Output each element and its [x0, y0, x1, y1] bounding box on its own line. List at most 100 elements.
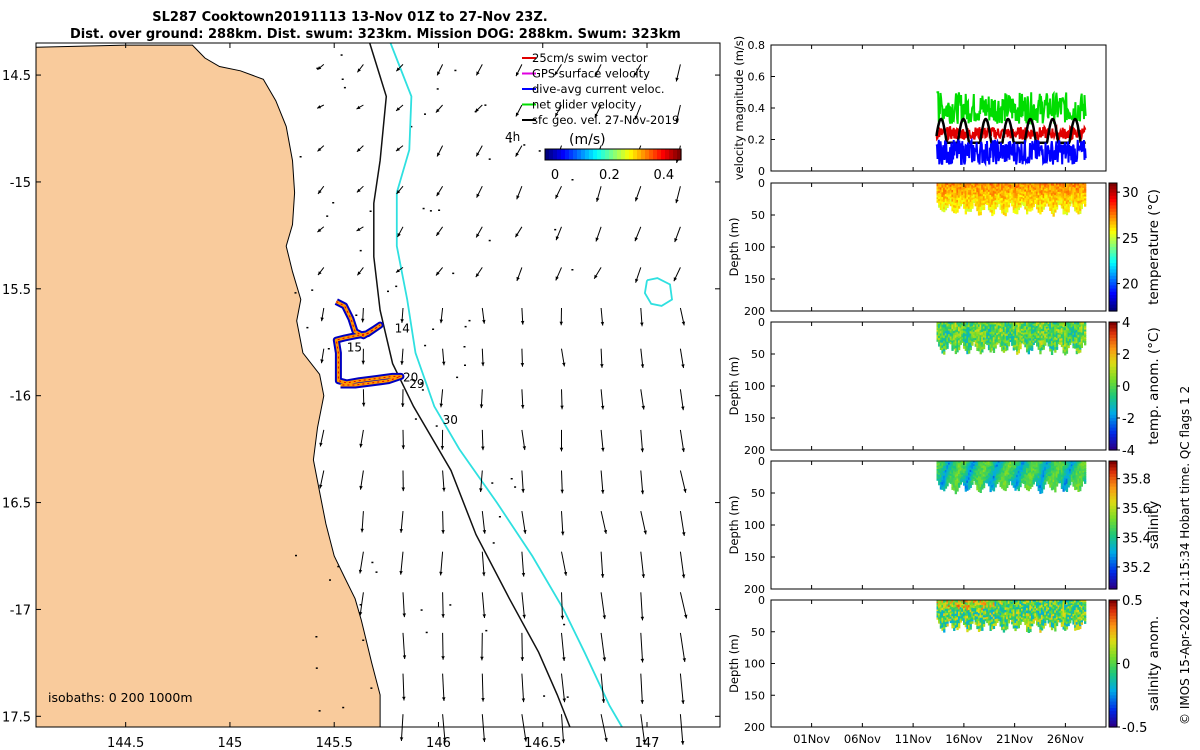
reef-dot [306, 326, 309, 329]
sfc-geo-vel-arrowhead [482, 572, 486, 577]
heatmap-cell [1004, 183, 1007, 187]
panel-colorbar-cell [1109, 370, 1117, 374]
heatmap-cell [1075, 484, 1078, 488]
heatmap-cell [1026, 605, 1029, 609]
heatmap-cell [961, 337, 964, 340]
heatmap-cell [943, 324, 946, 328]
heatmap-cell [1049, 341, 1052, 345]
heatmap-cell [936, 186, 939, 189]
heatmap-cell [994, 328, 997, 332]
heatmap-cell [1007, 478, 1011, 482]
heatmap-cell [953, 337, 956, 341]
heatmap-cell [1042, 611, 1045, 615]
heatmap-cell [956, 207, 959, 211]
heatmap-cell [991, 475, 994, 479]
heatmap-cell [991, 473, 994, 476]
heatmap-cell [1074, 622, 1077, 626]
sfc-geo-vel-arrowhead [401, 403, 405, 407]
heatmap-cell [948, 325, 951, 328]
heatmap-cell [1059, 188, 1062, 191]
heatmap-cell [1037, 475, 1040, 479]
heatmap-cell [938, 328, 941, 331]
heatmap-cell [949, 620, 952, 624]
depth-ytick-label: 50 [751, 487, 765, 500]
heatmap-cell [961, 461, 964, 464]
heatmap-cell [1054, 192, 1057, 196]
heatmap-cell [1029, 623, 1032, 627]
heatmap-cell [972, 606, 976, 609]
heatmap-cell [1064, 327, 1067, 331]
sfc-geo-vel-arrowhead [601, 405, 605, 410]
heatmap-cell [943, 204, 946, 208]
heatmap-cell [936, 470, 939, 473]
heatmap-cell [991, 614, 994, 618]
heatmap-cell [1016, 621, 1019, 624]
heatmap-cell [1026, 463, 1029, 467]
heatmap-cell [1036, 620, 1039, 624]
heatmap-cell [1032, 474, 1035, 477]
sfc-geo-vel-arrowhead [359, 443, 363, 448]
heatmap-cell [1024, 189, 1027, 193]
heatmap-cell [951, 611, 954, 615]
heatmap-cell [961, 335, 964, 338]
heatmap-cell [1062, 190, 1065, 194]
heatmap-cell [1052, 336, 1055, 339]
heatmap-cell [989, 620, 992, 624]
heatmap-cell [1079, 480, 1082, 484]
colorbar-cell [557, 149, 562, 160]
heatmap-cell [981, 465, 984, 469]
heatmap-cell [971, 478, 974, 481]
heatmap-cell [953, 190, 956, 194]
heatmap-cell [1054, 476, 1057, 480]
heatmap-cell [958, 333, 961, 337]
heatmap-cell [1009, 323, 1012, 326]
heatmap-cell [969, 609, 972, 613]
heatmap-cell [971, 206, 974, 209]
heatmap-cell [941, 327, 944, 331]
heatmap-cell [1034, 611, 1037, 614]
heatmap-cell [968, 468, 971, 471]
colorbar-tick-label: 35.6 [1122, 502, 1151, 517]
heatmap-cell [982, 463, 986, 466]
heatmap-cell [966, 600, 969, 604]
heatmap-cell [1021, 471, 1024, 475]
heatmap-cell [1074, 330, 1077, 334]
heatmap-cell [1079, 327, 1082, 331]
panel-colorbar-cell [1109, 557, 1117, 561]
heatmap-cell [1054, 202, 1057, 206]
heatmap-cell [1079, 190, 1082, 194]
heatmap-cell [1070, 196, 1074, 199]
heatmap-cell [986, 477, 989, 480]
heatmap-cell [1024, 465, 1027, 469]
heatmap-cell [1077, 350, 1080, 354]
heatmap-cell [1019, 620, 1022, 623]
heatmap-cell [1004, 341, 1007, 344]
heatmap-cell [1006, 467, 1009, 471]
heatmap-cell [1070, 600, 1074, 603]
heatmap-cell [1042, 342, 1045, 346]
heatmap-cell [1031, 331, 1034, 335]
sfc-geo-vel-arrowhead [476, 193, 480, 198]
heatmap-cell [1017, 329, 1020, 333]
heatmap-cell [1077, 322, 1080, 326]
heatmap-cell [944, 608, 948, 612]
heatmap-cell [1077, 466, 1080, 470]
heatmap-cell [1062, 345, 1065, 349]
heatmap-cell [949, 322, 952, 325]
heatmap-cell [936, 191, 939, 194]
heatmap-cell [984, 613, 987, 617]
heatmap-cell [1059, 331, 1062, 334]
heatmap-cell [939, 604, 943, 608]
heatmap-cell [956, 341, 959, 345]
heatmap-cell [1080, 326, 1083, 329]
heatmap-cell [976, 602, 979, 606]
heatmap-cell [994, 200, 997, 203]
heatmap-cell [1014, 195, 1017, 199]
heatmap-cell [1040, 617, 1044, 621]
isobath-1000m-closed [643, 277, 673, 307]
heatmap-cell [964, 183, 967, 187]
heatmap-cell [961, 610, 964, 613]
heatmap-cell [1022, 186, 1025, 190]
heatmap-cell [1012, 463, 1015, 466]
heatmap-cell [1037, 342, 1040, 346]
